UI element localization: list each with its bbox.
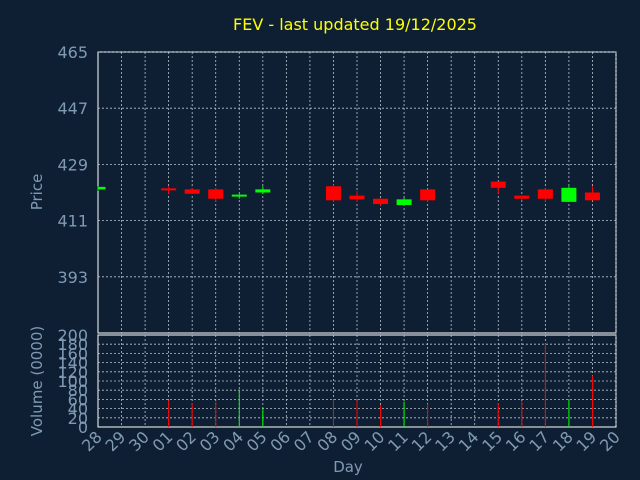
- candle-body: [537, 189, 553, 199]
- price-tick-label: 411: [57, 212, 88, 231]
- candle: [420, 189, 436, 202]
- chart-title: FEV - last updated 19/12/2025: [233, 15, 477, 34]
- volume-tick-label: 20: [68, 409, 88, 428]
- candle: [208, 187, 224, 202]
- price-tick-label: 393: [57, 268, 88, 287]
- candle-body: [208, 189, 224, 199]
- candle-body: [490, 181, 506, 188]
- candle-body: [255, 189, 271, 193]
- candle: [584, 186, 600, 201]
- candle: [184, 187, 200, 195]
- candle-body: [325, 186, 341, 201]
- candle-body: [184, 189, 200, 194]
- candle: [561, 186, 577, 202]
- candle: [349, 190, 365, 202]
- price-tick-label: 447: [57, 99, 88, 118]
- candle-body: [561, 187, 577, 202]
- x-axis-ticks: 2829300102030405060708091011121314151617…: [78, 427, 624, 455]
- volume-tick-label: 0: [78, 418, 88, 437]
- candle: [325, 184, 341, 202]
- candle: [537, 187, 553, 202]
- candle-body: [584, 192, 600, 201]
- price-panel: 393 411 429 447 465: [57, 43, 617, 334]
- volume-tick-label: 100: [57, 372, 88, 391]
- candle-body: [396, 199, 412, 205]
- volume-tick-label: 120: [57, 363, 88, 382]
- candle-body: [98, 186, 106, 190]
- volume-tick-label: 140: [57, 354, 88, 373]
- candle: [161, 186, 177, 195]
- price-tick-label: 429: [57, 155, 88, 174]
- candle: [490, 181, 506, 195]
- volume-tick-label: 160: [57, 344, 88, 363]
- price-tick-label: 465: [57, 43, 88, 62]
- candle: [255, 186, 271, 195]
- candle-body: [349, 195, 365, 200]
- candle-body: [373, 198, 389, 205]
- candles: [97, 181, 600, 206]
- volume-tick-label: 60: [68, 390, 88, 409]
- volume-bars: [168, 343, 593, 427]
- candle-body: [231, 194, 247, 197]
- candle: [396, 197, 412, 206]
- volume-axis-label: Volume (0000): [28, 326, 46, 436]
- price-axis-label: Price: [28, 174, 46, 211]
- candle: [514, 195, 530, 201]
- volume-tick-label: 200: [57, 326, 88, 345]
- candle-body: [420, 189, 436, 201]
- candle: [97, 186, 106, 191]
- price-y-ticks: 393 411 429 447 465: [57, 43, 88, 287]
- volume-tick-label: 80: [68, 381, 88, 400]
- volume-tick-label: 40: [68, 400, 88, 419]
- candle-body: [514, 195, 530, 199]
- candle: [373, 198, 389, 206]
- x-axis-label: Day: [333, 458, 363, 476]
- candle: [231, 194, 247, 199]
- candle-body: [161, 188, 177, 191]
- volume-tick-label: 180: [57, 335, 88, 354]
- x-tick-label: 20: [596, 427, 624, 455]
